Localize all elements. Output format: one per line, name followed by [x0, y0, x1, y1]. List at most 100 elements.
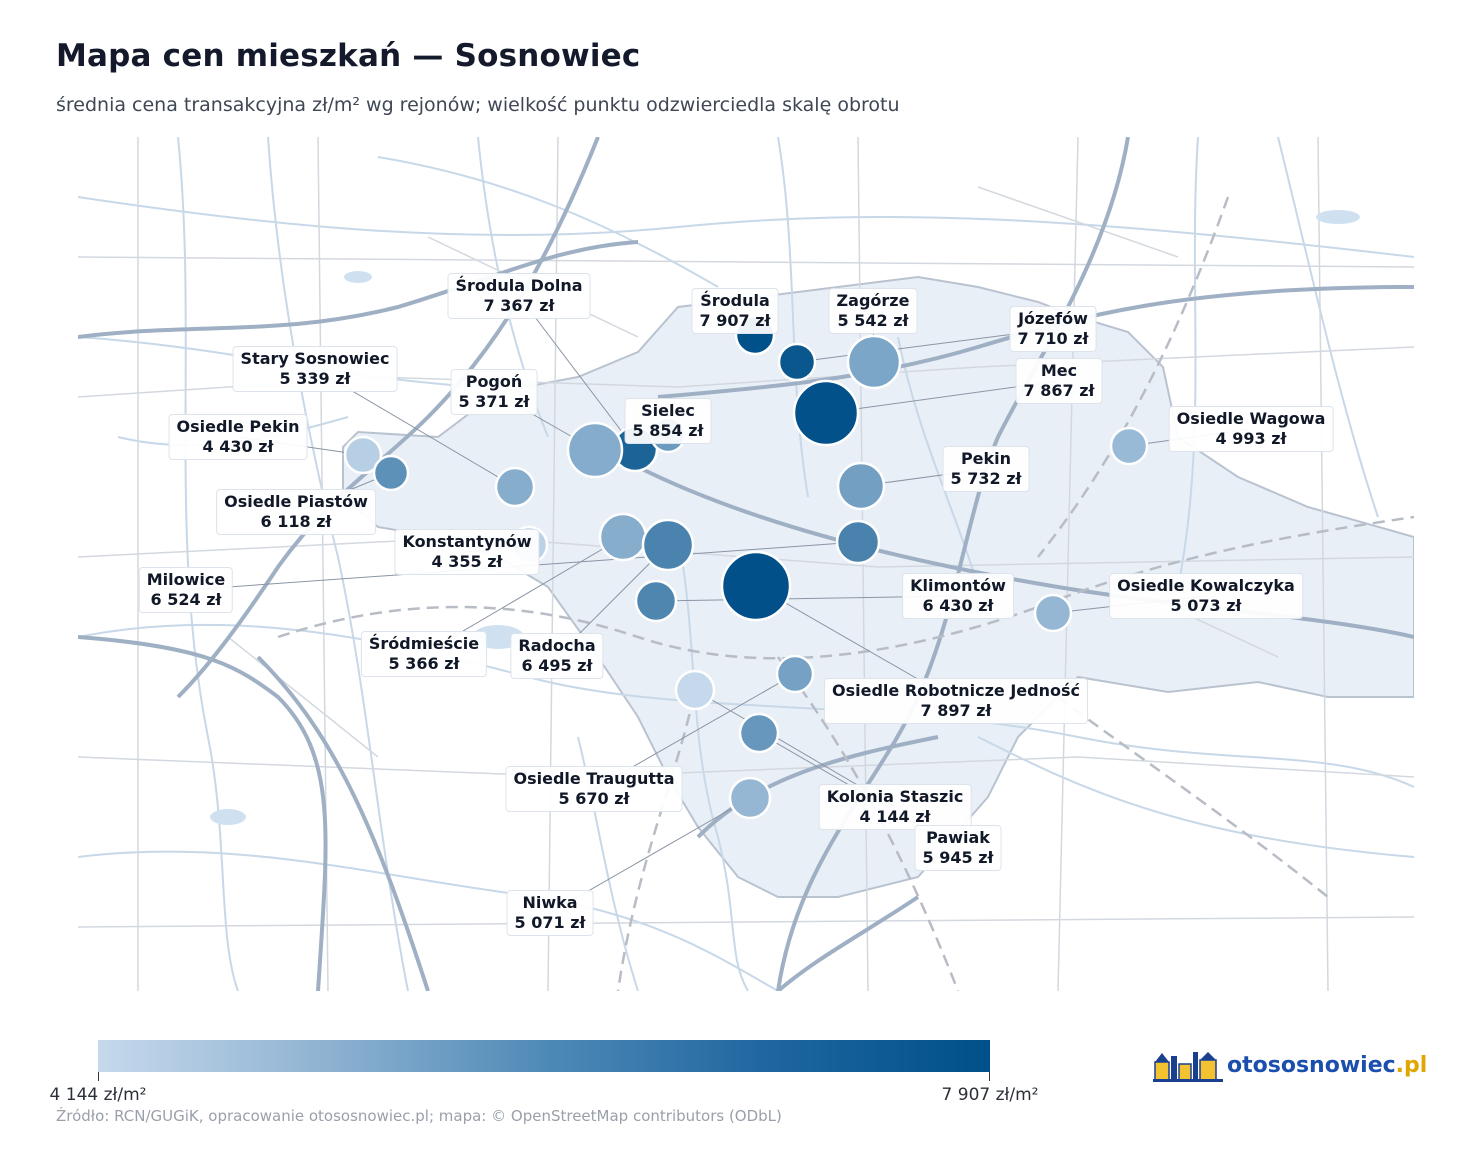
brand-logo[interactable]: otososnowiec.pl: [1153, 1047, 1427, 1083]
color-scale-max-tick: [989, 1072, 990, 1081]
district-bubble-pawiak[interactable]: [738, 712, 780, 754]
district-bubble-klimontow[interactable]: [634, 579, 678, 623]
district-bubble-pekin[interactable]: [836, 461, 886, 511]
district-label-pawiak: Pawiak 5 945 zł: [914, 825, 1002, 871]
district-label-klimontow: Klimontów 6 430 zł: [902, 573, 1014, 619]
district-bubble-mec[interactable]: [792, 379, 860, 447]
district-label-stary-sosnowiec: Stary Sosnowiec 5 339 zł: [232, 346, 398, 392]
district-price: 6 118 zł: [260, 512, 332, 531]
district-name: Stary Sosnowiec: [240, 349, 390, 368]
district-name: Środula: [700, 291, 770, 310]
map-panel[interactable]: Środula Dolna 7 367 zł Środula 7 907 zł Zagó…: [78, 137, 1414, 991]
district-name: Klimontów: [910, 576, 1006, 595]
district-bubble-osiedle-wagowa[interactable]: [1109, 426, 1149, 466]
page-title: Mapa cen mieszkań — Sosnowiec: [56, 38, 641, 74]
district-name: Osiedle Pekin: [176, 417, 300, 436]
district-name: Pekin: [960, 449, 1012, 468]
district-price: 4 430 zł: [202, 437, 274, 456]
district-price: 5 339 zł: [279, 369, 351, 388]
page-subtitle: średnia cena transakcyjna zł/m² wg rejon…: [56, 94, 900, 116]
district-label-kolonia-staszic: Kolonia Staszic 4 144 zł: [818, 784, 972, 830]
district-label-pogon: Pogoń 5 371 zł: [450, 369, 538, 415]
district-label-radocha: Radocha 6 495 zł: [510, 633, 604, 679]
district-price: 5 945 zł: [922, 848, 994, 867]
district-bubble-kolonia-staszic[interactable]: [674, 669, 716, 711]
district-price: 5 366 zł: [388, 654, 460, 673]
district-bubble-niwka[interactable]: [728, 776, 772, 820]
district-bubble-stary-sosnowiec[interactable]: [494, 466, 536, 508]
district-label-srodula: Środula 7 907 zł: [691, 288, 779, 334]
district-bubble-srodmiescie[interactable]: [598, 512, 648, 562]
source-note: Źródło: RCN/GUGiK, opracowanie otososnow…: [56, 1107, 782, 1125]
district-name: Mec: [1040, 361, 1078, 380]
district-bubble-jozefow[interactable]: [777, 342, 817, 382]
district-name: Osiedle Piastów: [224, 492, 368, 511]
district-label-osiedle-robotnicze-jednosc: Osiedle Robotnicze Jedność 7 897 zł: [824, 678, 1088, 724]
district-bubble-osiedle-pekin[interactable]: [343, 435, 383, 475]
district-label-konstantynow: Konstantynów 4 355 zł: [394, 529, 540, 575]
district-label-srodula-dolna: Środula Dolna 7 367 zł: [447, 273, 591, 319]
district-price: 5 071 zł: [514, 913, 586, 932]
district-name: Józefów: [1018, 309, 1088, 328]
district-price: 5 542 zł: [837, 311, 909, 330]
district-price: 5 670 zł: [558, 789, 630, 808]
district-price: 5 732 zł: [950, 469, 1022, 488]
logo-text: otososnowiec.pl: [1227, 1053, 1427, 1078]
district-price: 6 430 zł: [922, 596, 994, 615]
district-bubble-osiedle-robotnicze-jednosc[interactable]: [720, 550, 792, 622]
district-name: Radocha: [518, 636, 596, 655]
district-price: 4 993 zł: [1215, 429, 1287, 448]
town-skyline-icon: [1153, 1052, 1223, 1082]
district-name: Milowice: [146, 570, 226, 589]
leader-line-srodula-dolna: [518, 295, 636, 450]
district-name: Śródmieście: [368, 634, 480, 653]
district-price: 7 907 zł: [699, 311, 771, 330]
district-label-pekin: Pekin 5 732 zł: [942, 446, 1030, 492]
district-name: Środula Dolna: [455, 276, 583, 295]
district-price: 4 355 zł: [431, 552, 503, 571]
district-label-zagorze: Zagórze 5 542 zł: [828, 288, 918, 334]
district-label-jozefow: Józefów 7 710 zł: [1009, 306, 1097, 352]
district-name: Konstantynów: [402, 532, 532, 551]
district-bubble-osiedle-piastow[interactable]: [372, 454, 410, 492]
district-name: Pawiak: [926, 828, 990, 847]
district-price: 7 867 zł: [1023, 381, 1095, 400]
district-label-osiedle-traugutta: Osiedle Traugutta 5 670 zł: [505, 766, 683, 812]
district-price: 5 371 zł: [458, 392, 530, 411]
district-name: Niwka: [522, 893, 578, 912]
color-scale-max-label: 7 907 zł/m²: [941, 1085, 1039, 1105]
district-name: Osiedle Traugutta: [513, 769, 675, 788]
district-label-osiedle-piastow: Osiedle Piastów 6 118 zł: [216, 489, 376, 535]
district-name: Kolonia Staszic: [826, 787, 964, 806]
district-price: 6 524 zł: [150, 590, 222, 609]
district-bubble-radocha[interactable]: [641, 518, 695, 572]
district-name: Osiedle Wagowa: [1176, 409, 1326, 428]
color-scale-min-label: 4 144 zł/m²: [49, 1085, 147, 1105]
district-name: Pogoń: [465, 372, 523, 391]
logo-name: otososnowiec: [1227, 1052, 1396, 1078]
district-name: Zagórze: [836, 291, 910, 310]
district-price: 7 897 zł: [920, 701, 992, 720]
district-price: 7 710 zł: [1017, 329, 1089, 348]
district-label-osiedle-kowalczyka: Osiedle Kowalczyka 5 073 zł: [1109, 573, 1303, 619]
district-bubble-milowice[interactable]: [835, 519, 881, 565]
district-bubble-zagorze[interactable]: [846, 334, 902, 390]
district-name: Osiedle Robotnicze Jedność: [832, 681, 1080, 700]
logo-tld: .pl: [1395, 1052, 1428, 1078]
district-price: 5 854 zł: [632, 421, 704, 440]
district-bubble-osiedle-kowalczyka[interactable]: [1033, 593, 1073, 633]
color-scale-min-tick: [98, 1072, 99, 1081]
district-label-milowice: Milowice 6 524 zł: [138, 567, 234, 613]
district-label-osiedle-pekin: Osiedle Pekin 4 430 zł: [168, 414, 308, 460]
color-scale-bar: [98, 1040, 990, 1072]
district-name: Sielec: [641, 401, 695, 420]
district-price: 4 144 zł: [859, 807, 931, 826]
district-price: 5 073 zł: [1170, 596, 1242, 615]
district-label-osiedle-wagowa: Osiedle Wagowa 4 993 zł: [1168, 406, 1334, 452]
district-label-mec: Mec 7 867 zł: [1015, 358, 1103, 404]
district-name: Osiedle Kowalczyka: [1117, 576, 1295, 595]
district-label-sielec: Sielec 5 854 zł: [624, 398, 712, 444]
district-bubble-osiedle-traugutta[interactable]: [775, 654, 815, 694]
district-label-srodmiescie: Śródmieście 5 366 zł: [360, 631, 488, 677]
district-bubble-pogon[interactable]: [566, 421, 624, 479]
